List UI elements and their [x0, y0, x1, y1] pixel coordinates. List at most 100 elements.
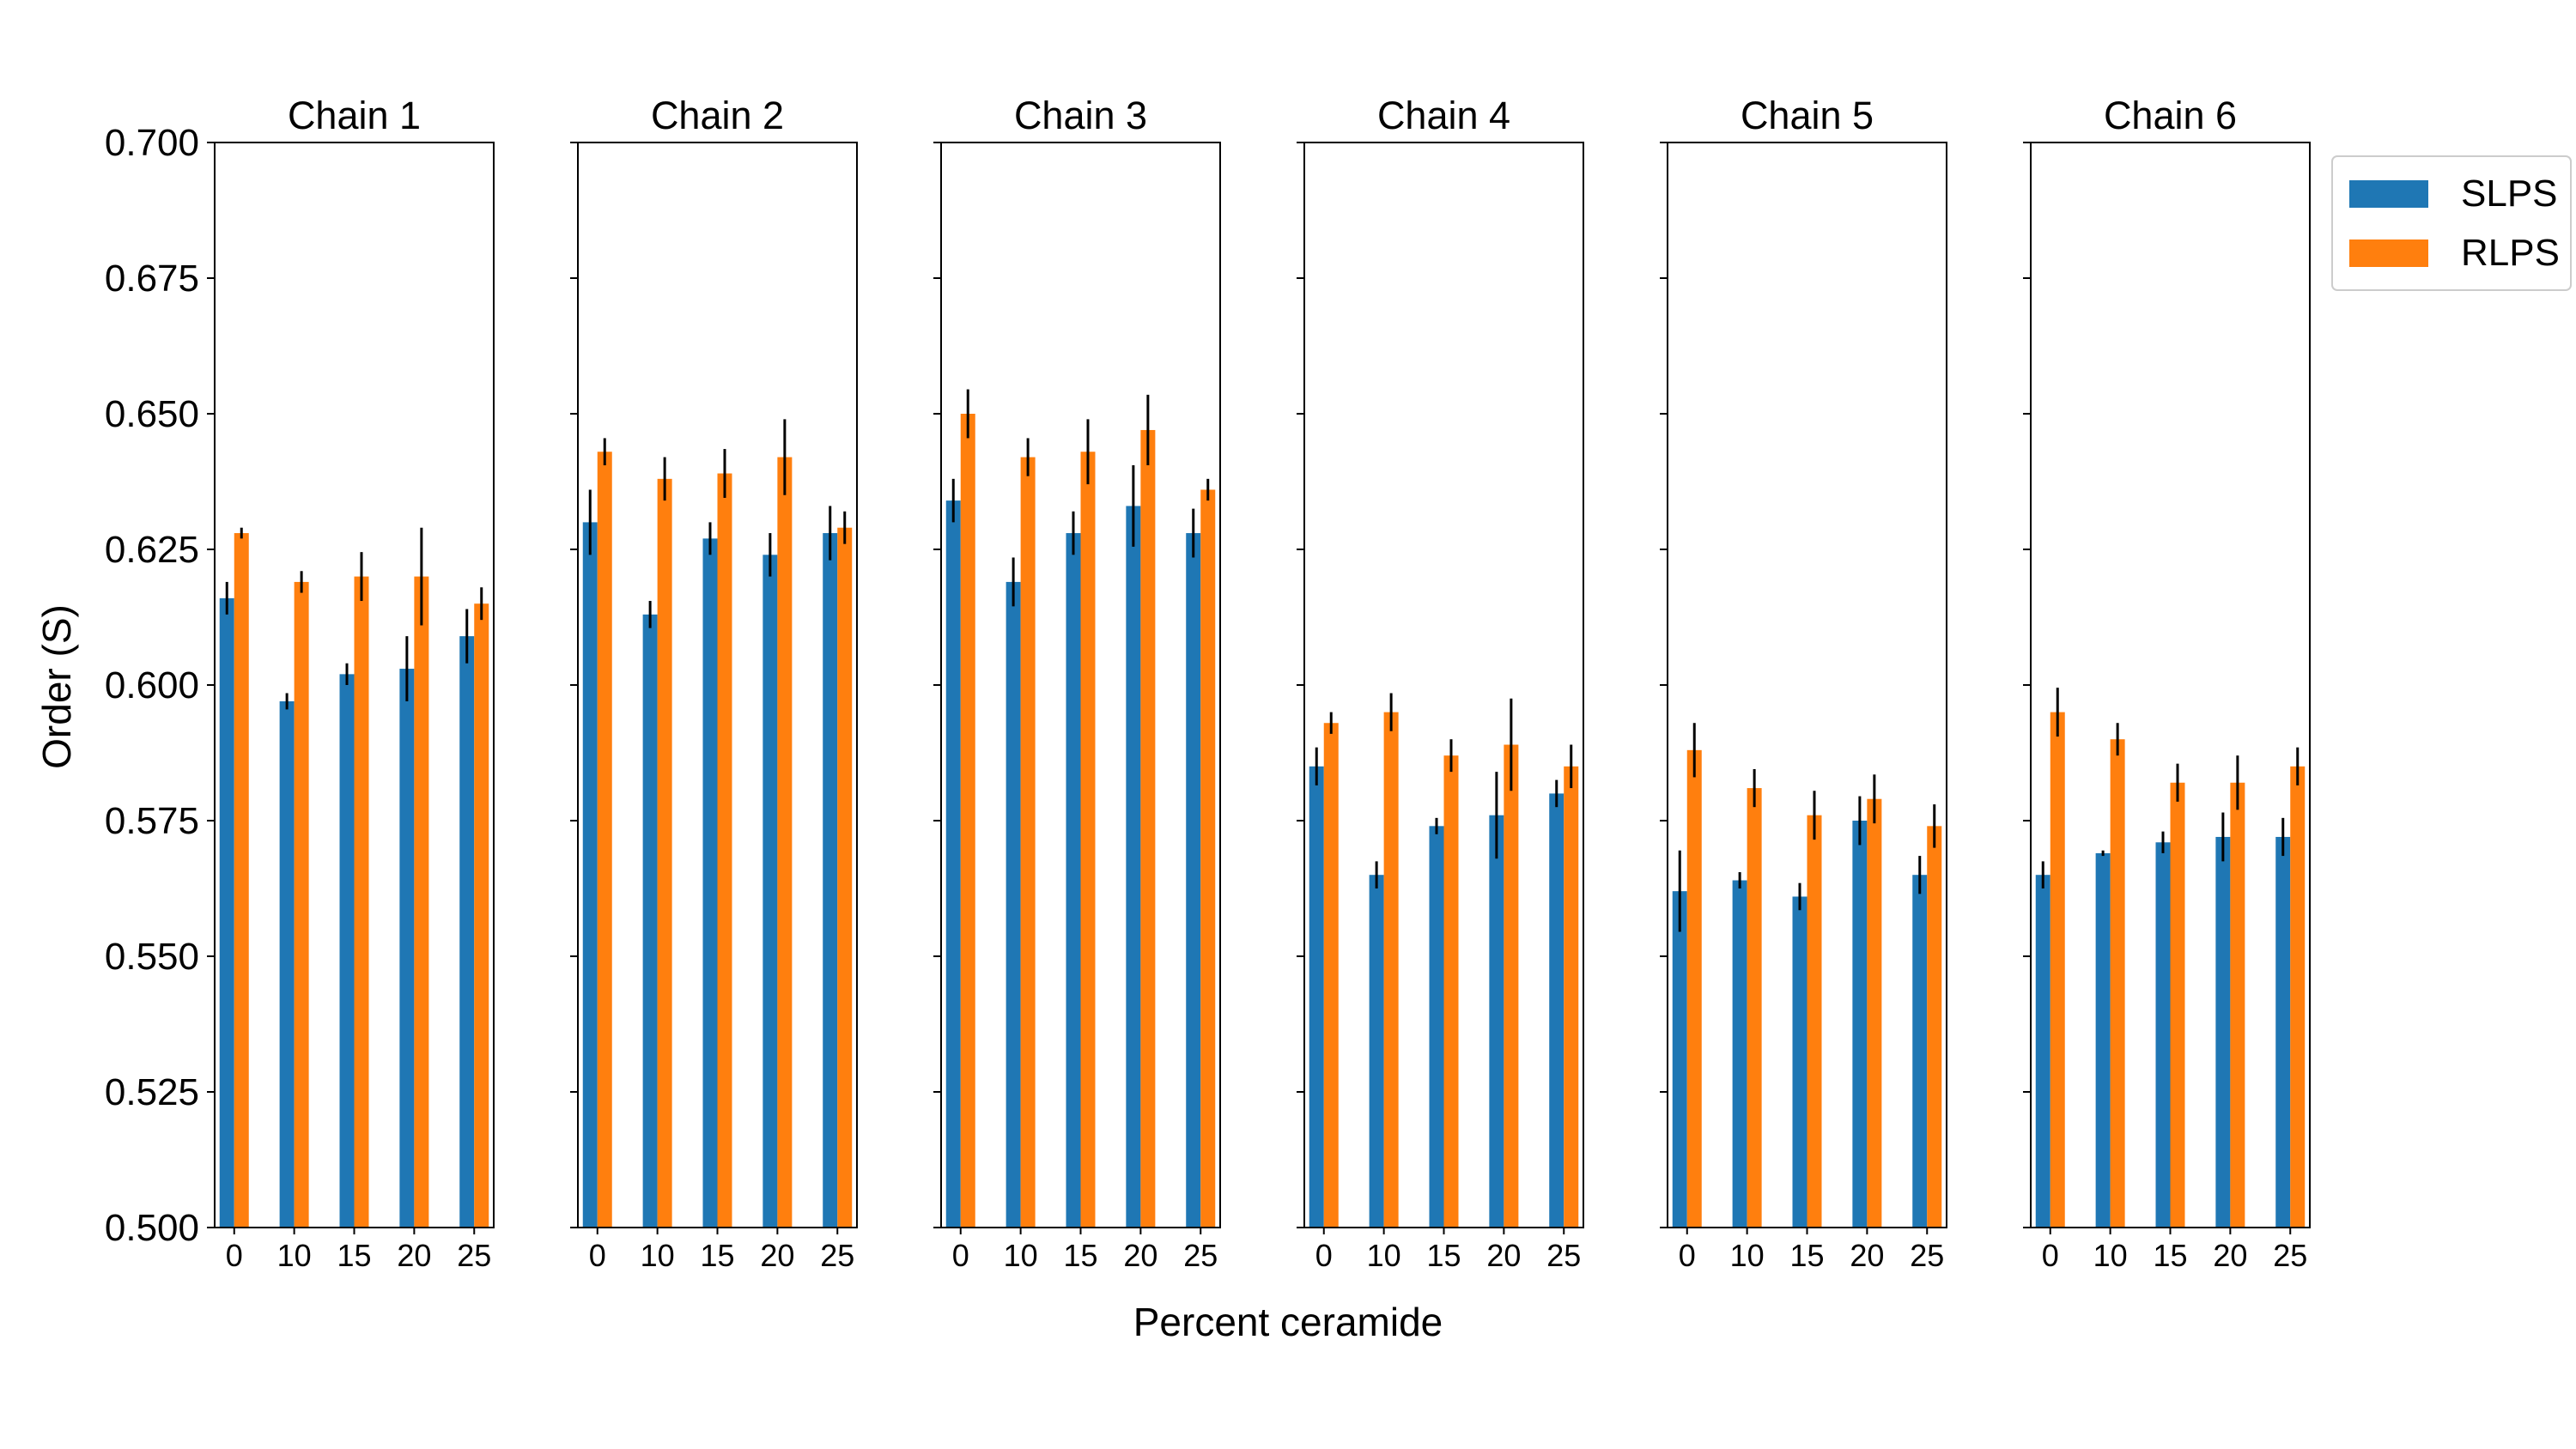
- x-tick-label: 0: [1315, 1238, 1333, 1273]
- y-tick-label: 0.550: [105, 936, 199, 978]
- x-tick-label: 0: [226, 1238, 243, 1273]
- legend-label-rlps: RLPS: [2461, 232, 2560, 274]
- panel-frame: [2030, 142, 2311, 1228]
- bar-slps: [1549, 793, 1564, 1228]
- panel-frame: [214, 142, 495, 1228]
- bar-rlps: [717, 473, 732, 1228]
- x-tick-label: 25: [2273, 1238, 2307, 1273]
- panel-frame: [577, 142, 858, 1228]
- panel-title: Chain 6: [2104, 94, 2237, 137]
- bar-slps: [1309, 766, 1324, 1228]
- bar-rlps: [1323, 723, 1339, 1228]
- bar-rlps: [1080, 452, 1096, 1228]
- chart-panel-2: Chain 2 0 10 15 20 25: [570, 94, 858, 1273]
- bar-slps: [1912, 875, 1928, 1228]
- panel-frame: [940, 142, 1221, 1228]
- x-tick-label: 20: [760, 1238, 794, 1273]
- x-tick-label: 0: [2042, 1238, 2059, 1273]
- bar-slps: [642, 614, 658, 1228]
- x-tick-label: 20: [1850, 1238, 1884, 1273]
- bar-rlps: [474, 603, 489, 1228]
- bar-rlps: [2290, 766, 2306, 1228]
- legend-label-slps: SLPS: [2461, 173, 2558, 215]
- bar-slps: [2215, 836, 2231, 1228]
- bar-slps: [459, 636, 475, 1228]
- y-axis-label: Order (S): [34, 604, 79, 769]
- y-tick-label: 0.575: [105, 800, 199, 842]
- panel-frame: [1667, 142, 1947, 1228]
- bar-rlps: [657, 478, 672, 1228]
- bar-slps: [1792, 896, 1807, 1228]
- x-tick-label: 10: [1730, 1238, 1765, 1273]
- bar-slps: [1852, 821, 1868, 1228]
- bar-slps: [702, 538, 718, 1228]
- x-axis-label: Percent ceramide: [1133, 1300, 1443, 1344]
- bar-rlps: [1020, 457, 1036, 1228]
- x-tick-label: 15: [337, 1238, 371, 1273]
- x-tick-label: 25: [820, 1238, 854, 1273]
- bar-slps: [2035, 875, 2050, 1228]
- bar-rlps: [1747, 788, 1762, 1228]
- legend-swatch-slps: [2349, 180, 2428, 208]
- panel-title: Chain 1: [288, 94, 421, 137]
- panel-title: Chain 5: [1741, 94, 1874, 137]
- bar-slps: [1369, 875, 1384, 1228]
- bar-rlps: [1927, 826, 1942, 1228]
- bar-rlps: [837, 527, 853, 1228]
- x-tick-label: 0: [952, 1238, 969, 1273]
- bar-slps: [1672, 891, 1687, 1228]
- x-tick-label: 20: [2213, 1238, 2247, 1273]
- bar-rlps: [1686, 749, 1702, 1228]
- x-tick-label: 15: [1426, 1238, 1461, 1273]
- legend: SLPS RLPS: [2331, 155, 2572, 291]
- bar-rlps: [1504, 744, 1519, 1228]
- bar-rlps: [777, 457, 793, 1228]
- x-tick-label: 20: [1123, 1238, 1157, 1273]
- x-tick-label: 10: [2093, 1238, 2128, 1273]
- x-tick-label: 0: [1679, 1238, 1696, 1273]
- bar-rlps: [2230, 782, 2245, 1228]
- bar-rlps: [2170, 782, 2185, 1228]
- x-tick-label: 10: [641, 1238, 675, 1273]
- x-tick-label: 15: [1789, 1238, 1824, 1273]
- x-tick-label: 20: [1486, 1238, 1521, 1273]
- bar-slps: [1489, 815, 1504, 1228]
- bar-rlps: [1564, 766, 1579, 1228]
- x-tick-label: 25: [1546, 1238, 1581, 1273]
- bar-rlps: [1867, 798, 1882, 1228]
- bar-rlps: [1140, 429, 1156, 1228]
- chart-panels: Chain 1 0 10 15 20 25 0.500 0.525 0.550 0.575 0.60…: [105, 94, 2311, 1273]
- panel-title: Chain 2: [651, 94, 784, 137]
- chart-panel-1: Chain 1 0 10 15 20 25 0.500 0.525 0.550 0.575 0.60…: [105, 94, 495, 1273]
- x-tick-label: 25: [457, 1238, 491, 1273]
- bar-rlps: [234, 533, 249, 1228]
- bar-slps: [1732, 880, 1747, 1228]
- bar-rlps: [597, 452, 612, 1228]
- x-tick-label: 20: [397, 1238, 431, 1273]
- panel-title: Chain 3: [1014, 94, 1147, 137]
- panel-frame: [1303, 142, 1584, 1228]
- x-tick-label: 10: [1004, 1238, 1038, 1273]
- bar-slps: [2095, 852, 2111, 1228]
- bar-slps: [762, 555, 778, 1228]
- y-tick-label: 0.500: [105, 1207, 199, 1249]
- bar-rlps: [414, 576, 429, 1228]
- x-tick-label: 25: [1910, 1238, 1944, 1273]
- bar-slps: [2275, 836, 2291, 1228]
- bar-slps: [1429, 826, 1444, 1228]
- bar-slps: [219, 597, 234, 1228]
- bar-slps: [1005, 581, 1021, 1228]
- panel-title: Chain 4: [1377, 94, 1510, 137]
- bar-slps: [279, 700, 295, 1228]
- y-tick-label: 0.650: [105, 393, 199, 435]
- bar-slps: [945, 500, 961, 1228]
- chart-panel-5: Chain 5 0 10 15 20 25: [1660, 94, 1947, 1273]
- bar-rlps: [294, 581, 309, 1228]
- bar-slps: [582, 522, 598, 1228]
- x-tick-label: 10: [277, 1238, 312, 1273]
- bar-slps: [823, 533, 838, 1228]
- y-tick-label: 0.625: [105, 529, 199, 571]
- bar-rlps: [2110, 739, 2125, 1228]
- bar-slps: [399, 669, 415, 1228]
